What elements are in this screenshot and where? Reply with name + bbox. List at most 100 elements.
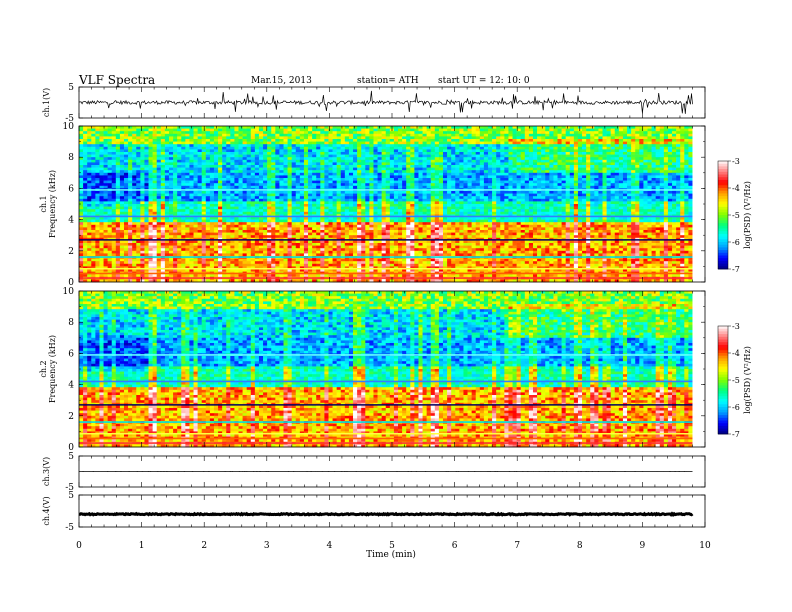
ch1-spectrogram-cell: [492, 131, 497, 135]
ch1-spectrogram-cell: [627, 170, 632, 174]
ch1-spectrogram-cell: [181, 154, 186, 158]
ch1-spectrogram-cell: [455, 128, 460, 132]
ch1-spectrogram-cell: [267, 133, 272, 137]
ch1-spectrogram-cell: [532, 146, 538, 150]
ch1-spectrogram-cell: [312, 159, 317, 163]
ch1-spectrogram-cell: [152, 154, 158, 158]
ch1-spectrogram-cell: [140, 126, 145, 129]
ch1-spectrogram-cell: [639, 206, 644, 210]
ch1-spectrogram-cell: [418, 149, 423, 153]
ch1-spectrogram-cell: [500, 193, 505, 197]
ch1-spectrogram-cell: [209, 198, 215, 202]
ch1-spectrogram-cell: [275, 170, 280, 174]
ch1-spectrogram-cell: [132, 196, 137, 200]
ch1-spectrogram-cell: [471, 157, 477, 161]
ch1-spectrogram-cell: [377, 139, 382, 142]
ch1-spectrogram-cell: [430, 152, 436, 155]
ch1-spectrogram-cell: [263, 146, 268, 150]
ch1-spectrogram-cell: [209, 196, 215, 200]
ch1-spectrogram-cell: [303, 175, 309, 179]
ch1-spectrogram-cell: [655, 175, 661, 179]
ch1-spectrogram-cell: [410, 162, 415, 166]
ch1-spectrogram-cell: [475, 154, 481, 158]
ch1-spectrogram-cell: [258, 131, 264, 135]
ch1-spectrogram-cell: [541, 141, 546, 145]
ch1-spectrogram-cell: [418, 172, 423, 176]
ch1-spectrogram-cell: [659, 152, 665, 155]
ch1-spectrogram-cell: [426, 136, 432, 140]
ch1-spectrogram-cell: [557, 152, 562, 155]
ch1-spectrogram-cell: [185, 196, 190, 200]
ch1-spectrogram-cell: [422, 126, 427, 129]
ch1-spectrogram-cell: [213, 196, 219, 200]
ch1-spectrogram-cell: [353, 185, 358, 189]
ch1-spectrogram-cell: [181, 136, 186, 140]
ch1-spectrogram-cell: [91, 209, 96, 213]
ch1-spectrogram-cell: [614, 193, 620, 197]
ch1-spectrogram-cell: [144, 152, 149, 155]
ch1-spectrogram-cell: [83, 209, 88, 213]
ch1-spectrogram-cell: [467, 141, 472, 145]
ch1-spectrogram-cell: [541, 149, 546, 153]
ch1-spectrogram-cell: [602, 133, 607, 137]
ch1-spectrogram-cell: [402, 141, 407, 145]
ch1-spectrogram-cell: [537, 159, 542, 163]
ch1-spectrogram-cell: [479, 191, 485, 194]
ch1-spectrogram-cell: [586, 165, 591, 168]
ch1-spectrogram-cell: [193, 204, 198, 207]
ch1-spectrogram-cell: [541, 167, 546, 171]
ch1-spectrogram-cell: [565, 175, 571, 179]
ch1-spectrogram-cell: [324, 193, 329, 197]
ch1-spectrogram-cell: [561, 141, 566, 145]
ch1-spectrogram-cell: [500, 146, 505, 150]
ch1-spectrogram-cell: [242, 204, 247, 207]
ch1-spectrogram-cell: [189, 139, 194, 142]
ch1-spectrogram-cell: [496, 131, 501, 135]
ch1-spectrogram-cell: [173, 157, 178, 161]
ch1-spectrogram-cell: [459, 172, 464, 176]
ch1-spectrogram-cell: [418, 196, 423, 200]
ch1-spectrogram-cell: [189, 204, 194, 207]
ch1-spectrogram-cell: [136, 185, 141, 189]
ch1-spectrogram-cell: [451, 162, 456, 166]
ch1-spectrogram-cell: [209, 209, 215, 213]
ch1-spectrogram-cell: [651, 193, 656, 197]
ch1-spectrogram-cell: [667, 149, 673, 153]
ch1-spectrogram-cell: [618, 170, 624, 174]
ch1-spectrogram-cell: [160, 167, 166, 171]
ch1-spectrogram-cell: [622, 139, 628, 142]
ch1-spectrogram-cell: [128, 128, 133, 132]
ch1-spectrogram-cell: [218, 175, 223, 179]
ch1-spectrogram-cell: [226, 209, 231, 213]
ch1-spectrogram-cell: [565, 198, 571, 202]
ch1-spectrogram-cell: [181, 133, 186, 137]
ch1-spectrogram-cell: [479, 183, 485, 187]
ch1-spectrogram-cell: [324, 191, 329, 194]
ch1-spectrogram-cell: [87, 149, 92, 153]
ch1-spectrogram-cell: [561, 172, 566, 176]
ch1-spectrogram-cell: [643, 149, 648, 153]
ch1-spectrogram-cell: [267, 154, 272, 158]
ch1-spectrogram-cell: [111, 206, 117, 210]
ch1-spectrogram-cell: [91, 198, 96, 202]
ch1-spectrogram-cell: [287, 198, 292, 202]
ch1-spectrogram-cell: [602, 141, 607, 145]
ch1-spectrogram-cell: [553, 193, 558, 197]
ch1-spectrogram-cell: [234, 196, 239, 200]
ch1-spectrogram-cell: [308, 196, 313, 200]
ch1-spectrogram-cell: [614, 128, 620, 132]
ch1-spectrogram-cell: [385, 162, 391, 166]
ch1-spectrogram-cell: [303, 141, 309, 145]
ch1-spectrogram-cell: [680, 139, 685, 142]
ch1-spectrogram-cell: [520, 170, 526, 174]
ch1-spectrogram-cell: [504, 204, 509, 207]
ch1-spectrogram-cell: [532, 152, 538, 155]
ch1-waveform-tick-label: 5: [68, 83, 74, 93]
ch1-spectrogram-cell: [549, 165, 554, 168]
ch1-spectrogram-cell: [128, 180, 133, 184]
ch1-spectrogram-cell: [164, 175, 170, 179]
ch1-spectrogram-cell: [357, 136, 362, 140]
ch1-spectrogram-cell: [479, 162, 485, 166]
ch1-spectrogram-cell: [242, 159, 247, 163]
ch1-spectrogram-cell: [173, 196, 178, 200]
